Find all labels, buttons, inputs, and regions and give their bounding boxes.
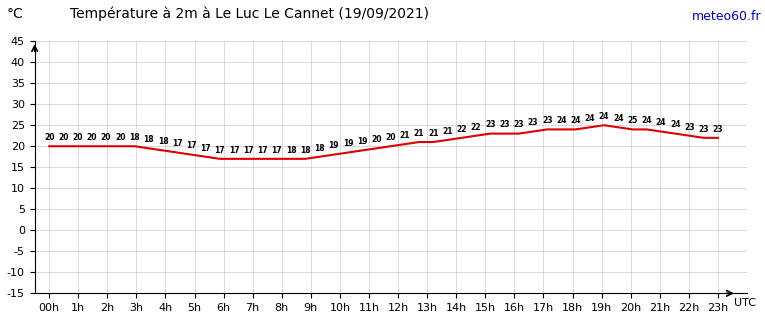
Text: 18: 18 — [158, 137, 168, 146]
Text: 20: 20 — [101, 133, 112, 142]
Text: 17: 17 — [200, 144, 211, 153]
Text: 24: 24 — [599, 112, 609, 121]
Text: 20: 20 — [73, 133, 83, 142]
Text: 21: 21 — [428, 129, 438, 138]
Text: 23: 23 — [698, 124, 709, 134]
Text: 24: 24 — [670, 120, 680, 129]
Text: 18: 18 — [300, 146, 311, 155]
Text: 17: 17 — [172, 139, 183, 148]
Text: 17: 17 — [229, 146, 239, 155]
Text: 18: 18 — [129, 133, 140, 142]
Text: 20: 20 — [386, 133, 396, 142]
Text: 19: 19 — [343, 139, 353, 148]
Text: 18: 18 — [286, 146, 296, 155]
Text: 24: 24 — [656, 118, 666, 127]
Text: 21: 21 — [399, 131, 410, 140]
Text: 23: 23 — [684, 123, 695, 132]
Text: 17: 17 — [272, 146, 282, 155]
Text: meteo60.fr: meteo60.fr — [692, 10, 761, 23]
Text: 23: 23 — [713, 124, 723, 134]
Text: 17: 17 — [215, 146, 225, 155]
Text: °C: °C — [6, 7, 23, 21]
Text: 17: 17 — [186, 141, 197, 150]
Text: 24: 24 — [556, 116, 567, 125]
Text: 17: 17 — [243, 146, 254, 155]
Text: 19: 19 — [357, 137, 367, 146]
Text: 23: 23 — [485, 120, 496, 129]
Text: 20: 20 — [44, 133, 54, 142]
Text: 22: 22 — [470, 123, 481, 132]
Text: 20: 20 — [371, 135, 382, 144]
Text: 23: 23 — [500, 120, 509, 129]
Text: 18: 18 — [144, 135, 154, 144]
Text: 23: 23 — [528, 118, 538, 127]
Text: 23: 23 — [513, 120, 524, 129]
Text: 22: 22 — [457, 124, 467, 134]
Text: 24: 24 — [642, 116, 652, 125]
Text: 21: 21 — [442, 127, 453, 136]
Text: 20: 20 — [115, 133, 125, 142]
Text: 25: 25 — [627, 116, 638, 125]
Text: 23: 23 — [542, 116, 552, 125]
Text: 18: 18 — [314, 144, 325, 153]
Text: 24: 24 — [571, 116, 581, 125]
Text: 21: 21 — [414, 129, 425, 138]
Text: 17: 17 — [257, 146, 268, 155]
Text: 24: 24 — [584, 114, 595, 123]
Text: 24: 24 — [613, 114, 623, 123]
Text: UTC: UTC — [734, 298, 756, 308]
Text: 19: 19 — [328, 141, 339, 150]
Text: 20: 20 — [86, 133, 97, 142]
Text: 20: 20 — [58, 133, 69, 142]
Text: Température à 2m à Le Luc Le Cannet (19/09/2021): Température à 2m à Le Luc Le Cannet (19/… — [70, 6, 429, 21]
